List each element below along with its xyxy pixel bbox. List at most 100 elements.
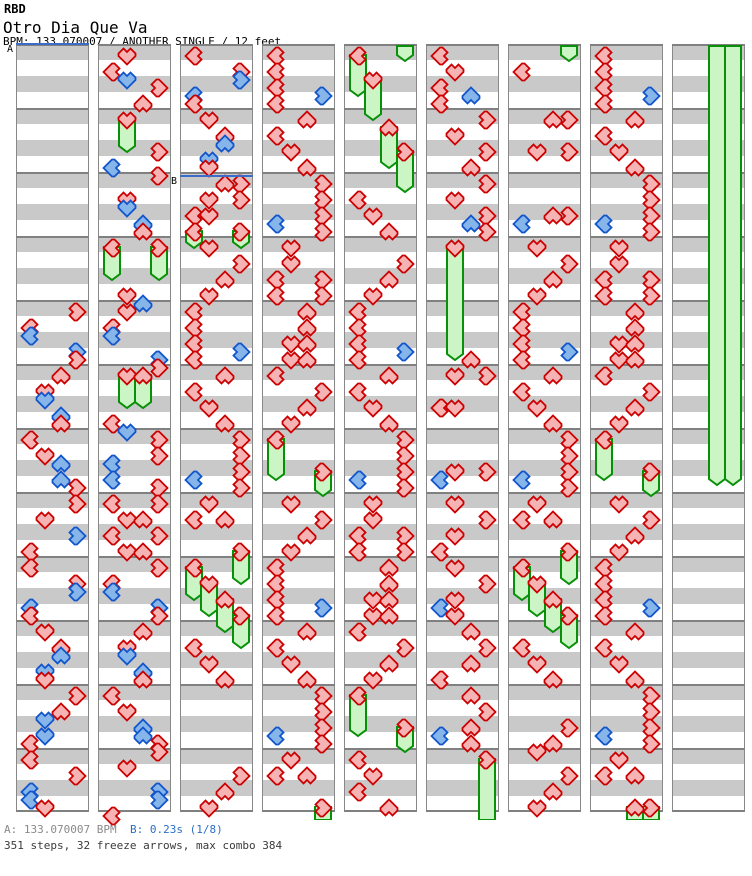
down-arrow-icon (527, 655, 547, 674)
measure-line (98, 748, 171, 750)
measure-line (180, 492, 253, 494)
down-arrow-icon (527, 287, 547, 306)
right-arrow-icon (642, 510, 661, 530)
down-arrow-icon (609, 495, 629, 514)
up-arrow-icon (51, 366, 71, 385)
left-arrow-icon (348, 542, 367, 562)
right-arrow-icon (150, 446, 169, 466)
down-arrow-icon (609, 255, 629, 274)
right-arrow-icon (560, 254, 579, 274)
down-arrow-icon (445, 191, 465, 210)
measure-line (508, 810, 581, 812)
down-arrow-icon (363, 495, 383, 514)
up-arrow-icon (133, 622, 153, 641)
marker-b-line (180, 175, 253, 177)
measure-line (426, 44, 499, 46)
down-arrow-icon (117, 71, 137, 90)
left-arrow-icon (512, 558, 531, 578)
left-arrow-icon (512, 214, 531, 234)
up-arrow-icon (625, 670, 645, 689)
up-arrow-icon (625, 798, 645, 817)
measure-line (590, 300, 663, 302)
right-arrow-icon (314, 798, 333, 818)
up-arrow-icon (133, 94, 153, 113)
right-arrow-icon (560, 606, 579, 626)
up-arrow-icon (379, 222, 399, 241)
left-arrow-icon (102, 62, 121, 82)
measure-line (672, 810, 745, 812)
down-arrow-icon (117, 703, 137, 722)
footer-summary: 351 steps, 32 freeze arrows, max combo 3… (4, 839, 283, 852)
up-arrow-icon (543, 366, 563, 385)
measure-line (508, 556, 581, 558)
measure-line (508, 492, 581, 494)
measure-line (98, 172, 171, 174)
left-arrow-icon (266, 94, 285, 114)
down-arrow-icon (199, 239, 219, 258)
up-arrow-icon (625, 334, 645, 353)
left-arrow-icon (20, 430, 39, 450)
measure-line (508, 684, 581, 686)
measure-line (590, 684, 663, 686)
left-arrow-icon (430, 542, 449, 562)
down-arrow-icon (35, 391, 55, 410)
right-arrow-icon (478, 510, 497, 530)
measure-line (590, 748, 663, 750)
up-arrow-icon (297, 158, 317, 177)
down-arrow-icon (199, 575, 219, 594)
measure-line (262, 428, 335, 430)
measure-line (262, 236, 335, 238)
up-arrow-icon (297, 398, 317, 417)
down-arrow-icon (445, 127, 465, 146)
song-group: RBD (4, 2, 26, 16)
up-arrow-icon (215, 782, 235, 801)
measure-line (672, 492, 745, 494)
right-arrow-icon (560, 478, 579, 498)
left-arrow-icon (102, 158, 121, 178)
up-arrow-icon (133, 222, 153, 241)
right-arrow-icon (150, 358, 169, 378)
measure-line (16, 428, 89, 430)
left-arrow-icon (348, 46, 367, 66)
right-arrow-icon (68, 766, 87, 786)
up-arrow-icon (379, 270, 399, 289)
measure-line (508, 236, 581, 238)
measure-line (344, 684, 417, 686)
measure-line (98, 492, 171, 494)
left-arrow-icon (102, 326, 121, 346)
measure-line (426, 620, 499, 622)
right-arrow-icon (642, 462, 661, 482)
left-arrow-icon (102, 414, 121, 434)
left-arrow-icon (20, 750, 39, 770)
measure-line (590, 108, 663, 110)
right-arrow-icon (396, 718, 415, 738)
measure-line (262, 108, 335, 110)
right-arrow-icon (642, 382, 661, 402)
up-arrow-icon (461, 86, 481, 105)
measure-line (98, 620, 171, 622)
up-arrow-icon (215, 174, 235, 193)
right-arrow-icon (150, 742, 169, 762)
down-arrow-icon (445, 399, 465, 418)
down-arrow-icon (527, 239, 547, 258)
down-arrow-icon (199, 111, 219, 130)
left-arrow-icon (348, 622, 367, 642)
measure-line (508, 428, 581, 430)
right-arrow-icon (478, 702, 497, 722)
right-arrow-icon (478, 110, 497, 130)
right-arrow-icon (232, 342, 251, 362)
up-arrow-icon (297, 334, 317, 353)
right-arrow-icon (478, 462, 497, 482)
up-arrow-icon (461, 622, 481, 641)
down-arrow-icon (363, 511, 383, 530)
up-arrow-icon (133, 670, 153, 689)
down-arrow-icon (527, 743, 547, 762)
measure-line (590, 428, 663, 430)
right-arrow-icon (232, 542, 251, 562)
left-arrow-icon (20, 790, 39, 810)
measure-line (98, 684, 171, 686)
measure-line (672, 620, 745, 622)
up-arrow-icon (625, 158, 645, 177)
measure-line (262, 684, 335, 686)
down-arrow-icon (445, 591, 465, 610)
